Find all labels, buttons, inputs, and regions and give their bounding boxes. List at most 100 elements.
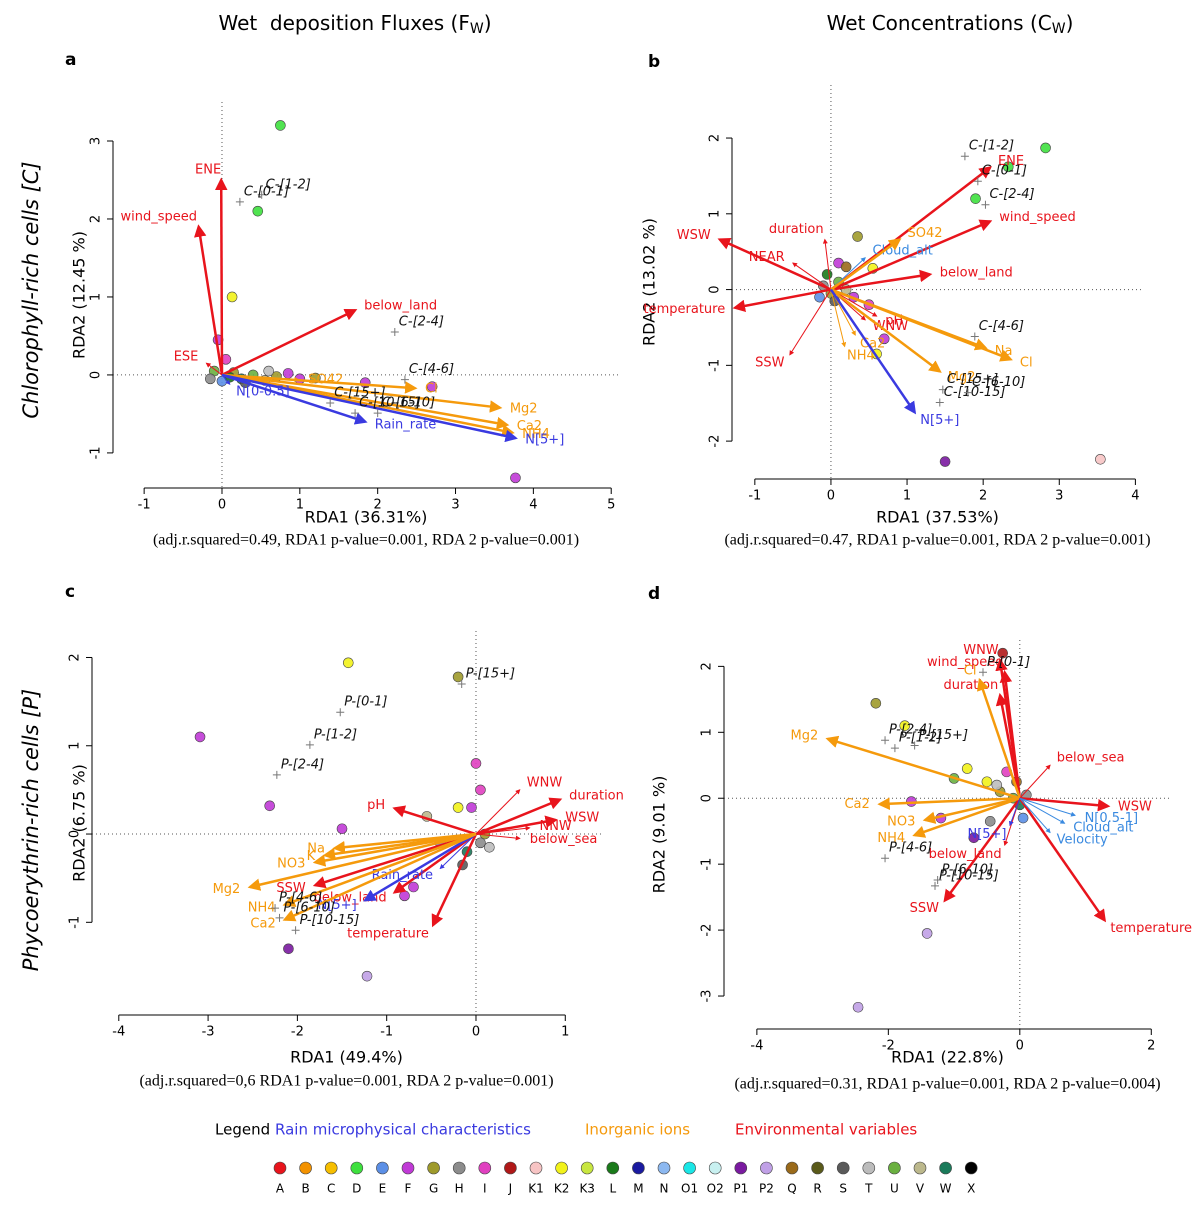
arrow: [1019, 797, 1051, 834]
x-tick-label: 3: [451, 498, 459, 513]
sample-point: [970, 193, 981, 204]
legend-item: X: [967, 1182, 975, 1196]
arrow-label: Cl: [425, 381, 438, 396]
legend-item: I: [483, 1182, 487, 1196]
sample-point: [984, 816, 996, 827]
arrow-label: duration: [943, 678, 998, 693]
legend-item: S: [839, 1182, 847, 1196]
site-marker: [351, 409, 360, 418]
legend-item: G: [429, 1182, 438, 1196]
sample-point: [283, 943, 294, 955]
y-tick-label: 2: [700, 662, 715, 670]
arrow-label: Ca2: [844, 797, 869, 812]
arrow: [214, 177, 228, 375]
site-marker: [970, 332, 979, 341]
legend-swatch: [632, 1161, 645, 1175]
arrow-label: wind_speed: [121, 209, 198, 224]
site-marker: [400, 375, 409, 384]
arrow: [1008, 798, 1021, 827]
site-label: C-[10-15]: [944, 385, 1006, 400]
site-marker: [326, 399, 335, 408]
sample-point: [361, 970, 373, 982]
arrow-label: temperature: [1110, 921, 1192, 936]
site-marker: [910, 741, 919, 750]
arrow: [995, 692, 1022, 799]
site-marker: [272, 770, 281, 779]
legend-swatch: [555, 1161, 568, 1175]
site-label: P-[2-4]: [281, 757, 324, 772]
sample-point: [852, 1001, 864, 1013]
y-tick-label: -2: [700, 924, 715, 937]
arrow-label: SSW: [276, 881, 306, 896]
arrow-label: WNW: [527, 775, 563, 790]
legend-swatch: [273, 1161, 287, 1175]
y-tick-label: 1: [708, 210, 723, 218]
sample-point: [426, 381, 438, 392]
x-axis-label: RDA1 (49.4%): [290, 1048, 403, 1067]
y-axis-label: RDA2 (6.75 %): [70, 764, 89, 882]
site-label: C-[0-1]: [982, 164, 1027, 179]
x-tick-label: -4: [112, 1025, 125, 1040]
arrow: [221, 374, 231, 386]
arrow-label: NH4: [847, 349, 875, 364]
arrow-label: NNW: [539, 819, 571, 834]
site-marker: [963, 388, 972, 397]
x-tick-label: -3: [202, 1025, 215, 1040]
site-marker: [271, 904, 280, 913]
legend-swatch: [324, 1161, 338, 1175]
arrow-label: N[5+]: [967, 827, 1006, 842]
arrow: [221, 373, 418, 394]
sample-point: [205, 373, 216, 385]
sample-point: [275, 120, 286, 131]
x-tick-label: -2: [882, 1039, 895, 1054]
sample-point: [921, 928, 933, 939]
arrow-label: Mg2: [948, 370, 976, 385]
arrow: [1018, 797, 1107, 923]
site-label: P-[6-10]: [942, 862, 993, 877]
x-tick-label: 0: [827, 489, 835, 504]
x-tick-label: 0: [1016, 1039, 1024, 1054]
arrow: [221, 373, 503, 413]
site-marker: [931, 881, 940, 890]
y-tick-label: 0: [700, 794, 715, 802]
y-tick-label: 1: [68, 742, 83, 750]
sample-point: [342, 657, 354, 669]
sample-point: [1095, 453, 1106, 465]
site-label: C-[15+]: [334, 386, 385, 401]
arrow-label: ENE: [195, 162, 221, 177]
legend-swatch: [504, 1161, 517, 1175]
arrow: [221, 373, 368, 425]
sample-point: [852, 231, 863, 242]
arrow: [943, 797, 1021, 903]
legend-swatch: [939, 1161, 952, 1175]
arrow-label: below_land: [940, 265, 1013, 280]
legend-swatch: [964, 1161, 978, 1175]
site-label: C-[15+]: [947, 372, 998, 387]
arrow-label: Cl: [1020, 355, 1033, 370]
site-label: P-[6-10]: [284, 900, 335, 915]
caption: (adj.r.squared=0,6 RDA1 p-value=0.001, R…: [139, 1073, 553, 1090]
arrow-label: Ca2: [250, 916, 275, 931]
sample-point: [466, 802, 477, 813]
legend-swatch: [657, 1161, 671, 1175]
arrow: [475, 833, 521, 841]
arrow-label: NO3: [277, 857, 305, 872]
legend-item: L: [609, 1182, 616, 1196]
legend-swatch: [427, 1161, 440, 1175]
site-label: C-[0-1]: [244, 184, 289, 199]
site-label: C-[4-6]: [979, 319, 1024, 334]
site-label: P-[4-6]: [889, 841, 932, 856]
arrow-label: NEAR: [749, 250, 785, 265]
arrow: [922, 797, 1021, 824]
site-label: C-[10-15]: [359, 396, 421, 411]
y-tick-label: 3: [89, 137, 104, 145]
y-tick-label: 2: [708, 134, 723, 142]
site-marker: [235, 197, 244, 206]
arrow: [282, 832, 477, 922]
row-title: Phycoerythrin-rich cells [P]: [19, 689, 43, 971]
y-tick-label: 0: [68, 830, 83, 838]
arrow: [825, 735, 1021, 800]
arrow: [282, 832, 477, 908]
arrow: [475, 789, 521, 835]
title-subscript: W: [470, 21, 484, 37]
